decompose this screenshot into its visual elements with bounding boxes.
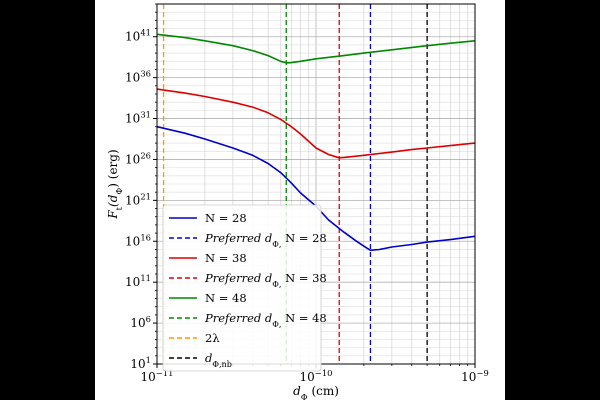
y-tick-label: 1026 [125,150,151,166]
y-tick-label: 101 [130,355,151,371]
x-tick-label: 10−10 [300,368,333,384]
y-axis-label: Ft​(dΦ​) (erg) [106,149,124,219]
legend-box [162,204,322,372]
legend-label: Preferred dΦ,​ N = 28 [204,231,327,249]
chart-svg: 10−11 10−10 10−9 101 106 1011 1016 1021 1026 1031… [106,3,489,400]
y-tick-label: 1016 [125,232,151,248]
y-tick-label: 106 [130,314,151,330]
y-tick-label: 1011 [125,273,151,289]
series-line-0 [156,125,476,252]
series-line-1 [156,88,476,159]
y-tick-label: 1031 [125,110,151,126]
y-tick-label: 1021 [125,191,151,207]
x-tick-label: 10−9 [461,368,489,384]
legend-label: N = 38 [205,251,247,265]
legend-label: N = 28 [205,211,247,225]
legend-label: Preferred dΦ,​ N = 48 [204,311,327,329]
y-tick-label: 1041 [125,28,151,44]
x-axis-label: dΦ​ (cm) [293,384,339,400]
legend-label: Preferred dΦ,​ N = 38 [204,271,327,289]
y-tick-label: 1036 [125,69,151,85]
legend: N = 28 Preferred dΦ,​ N = 28 N = 38 Preferr… [162,204,327,372]
legend-label: N = 48 [205,291,247,305]
x-tick-label: 10−11 [141,368,174,384]
figure-frame: 10−11 10−10 10−9 101 106 1011 1016 1021 1026 1031… [95,0,505,400]
legend-label: dΦ,nb​ [205,351,232,369]
series-line-2 [156,33,476,64]
legend-label: 2λ [205,331,220,345]
